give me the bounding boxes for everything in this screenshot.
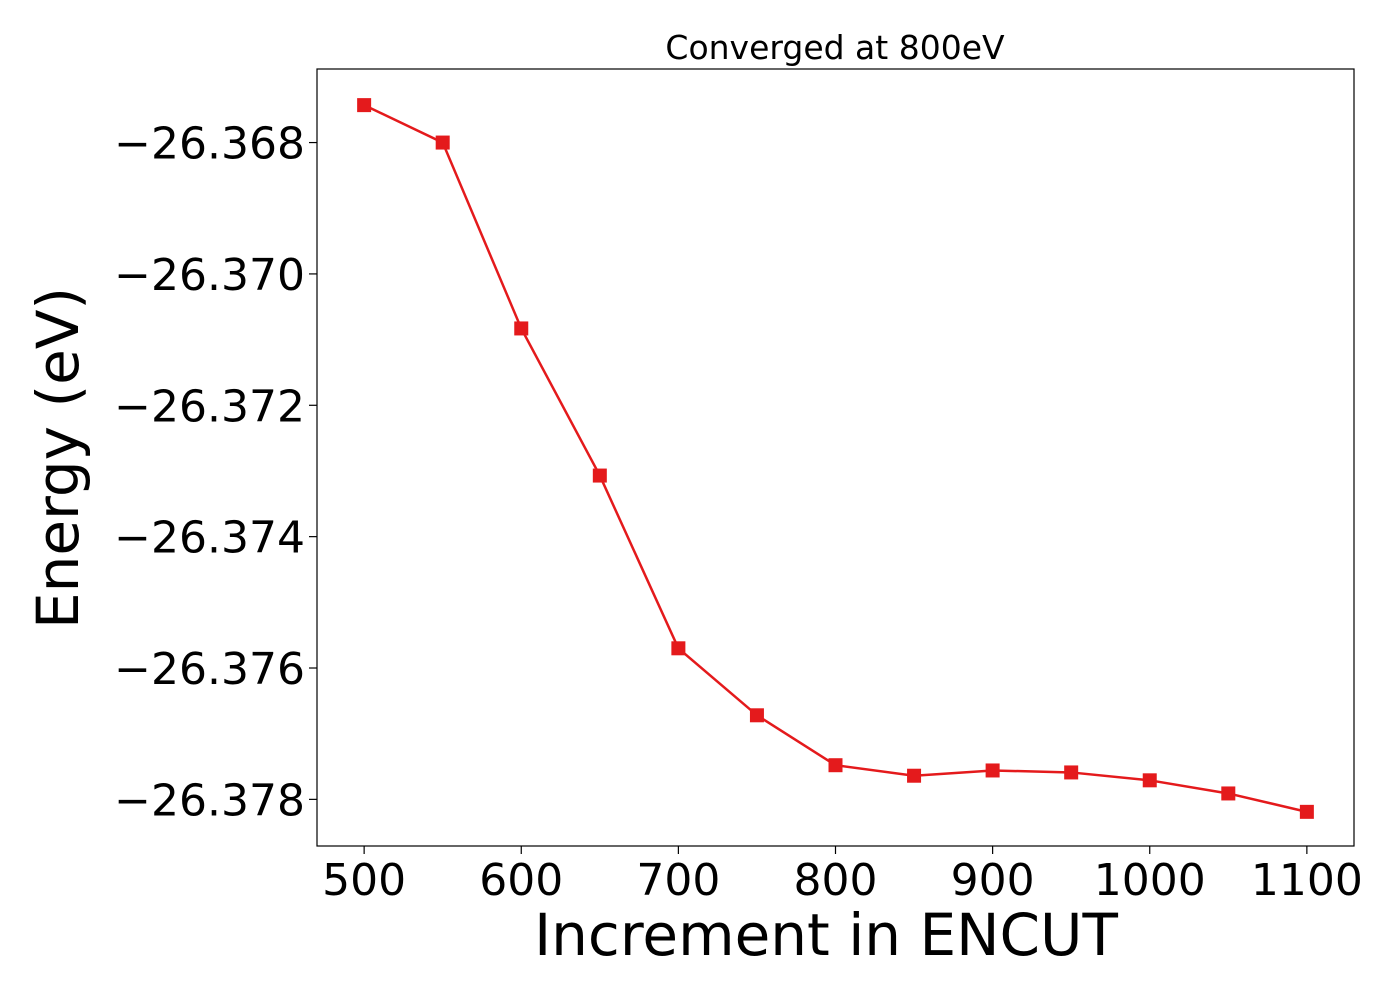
data-point-marker [357,98,372,113]
x-axis-ticks: 500 600 700 800 900 1000 1100 [322,846,1363,906]
data-point-marker [514,321,529,336]
series-line [363,103,1308,814]
x-axis-title: Increment in ENCUT [534,901,1118,969]
data-point-marker [985,763,1000,778]
x-tick-label: 800 [794,855,878,906]
data-point-marker [828,758,843,773]
x-tick-label: 1000 [1094,855,1206,906]
y-tick-label: −26.370 [114,250,305,301]
plot-area [316,68,1355,847]
data-point-marker [1221,786,1236,801]
data-point-marker [1142,773,1157,788]
x-tick-label: 900 [951,855,1035,906]
data-point-marker [1064,765,1079,780]
data-point-marker [435,135,450,150]
y-tick-label: −26.378 [114,775,305,826]
data-point-marker [907,768,922,783]
y-tick-label: −26.368 [114,119,305,170]
data-point-marker [592,468,607,483]
data-point-marker [749,708,764,723]
y-tick-label: −26.374 [114,513,305,564]
x-tick-label: 500 [322,855,406,906]
plot-frame [316,68,1355,847]
y-tick-label: −26.376 [114,644,305,695]
y-axis-title: Energy (eV) [24,287,92,629]
y-axis-ticks: −26.368 −26.370 −26.372 −26.374 −26.376 −26.3… [114,119,317,826]
data-point-marker [671,641,686,656]
chart-title: Converged at 800eV [665,28,1005,67]
y-tick-label: −26.372 [114,381,305,432]
data-point-marker [1299,804,1314,819]
x-tick-label: 700 [636,855,720,906]
x-tick-label: 1100 [1251,855,1363,906]
x-tick-label: 600 [479,855,563,906]
